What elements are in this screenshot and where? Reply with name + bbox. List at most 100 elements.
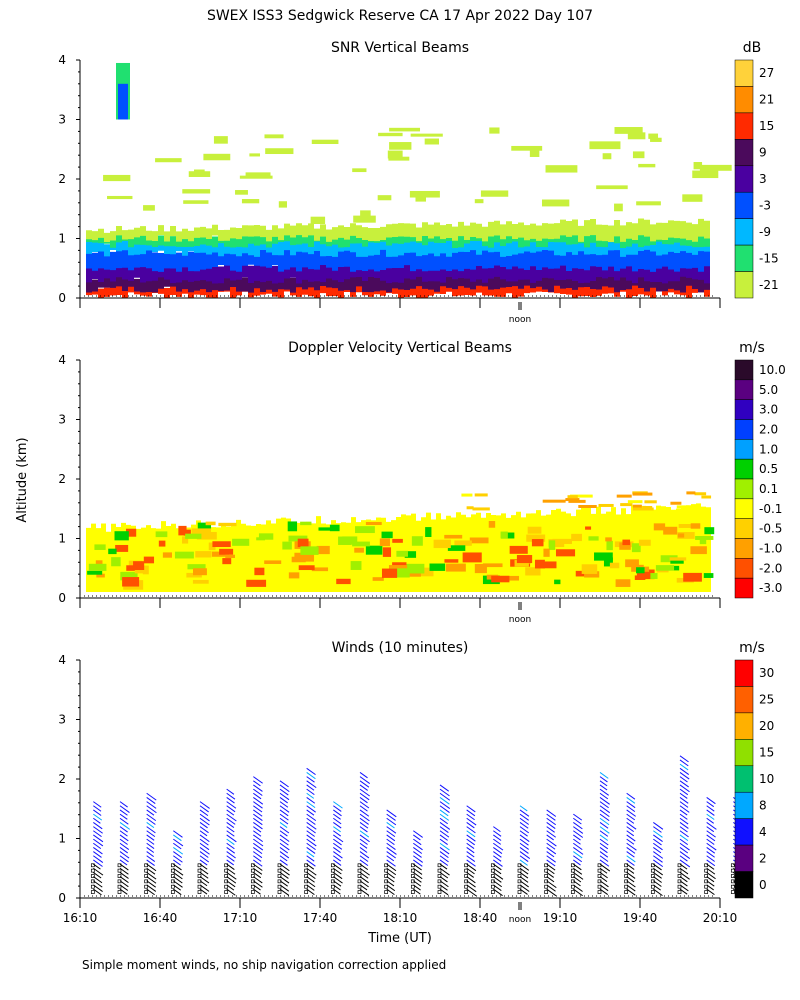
wind-barb bbox=[306, 838, 317, 847]
snr-fragment bbox=[699, 164, 732, 171]
wind-barb bbox=[546, 884, 556, 892]
doppler-patch bbox=[108, 548, 117, 555]
doppler-patch bbox=[316, 545, 330, 555]
doppler-patch bbox=[677, 533, 685, 538]
wind-barb bbox=[546, 847, 557, 855]
doppler-patch bbox=[133, 561, 145, 570]
colorbar-label: 30 bbox=[759, 666, 774, 680]
wind-marker bbox=[197, 874, 202, 878]
wind-barb bbox=[679, 809, 688, 816]
wind-barb bbox=[93, 859, 103, 867]
doppler-patch bbox=[196, 531, 217, 540]
wind-barb bbox=[439, 788, 450, 797]
wind-barb bbox=[679, 847, 689, 854]
colorbar-swatch bbox=[734, 518, 754, 539]
wind-marker bbox=[490, 868, 495, 873]
wind-barb bbox=[226, 830, 235, 837]
wind-marker bbox=[517, 884, 522, 889]
wind-marker bbox=[597, 863, 602, 868]
wind-barb bbox=[359, 855, 369, 862]
colorbar-swatch bbox=[734, 165, 754, 193]
wind-barb bbox=[359, 880, 369, 888]
wind-barb bbox=[706, 855, 715, 862]
wind-barb bbox=[146, 826, 156, 834]
wind-barb bbox=[119, 855, 129, 863]
wind-barb bbox=[93, 855, 104, 863]
wind-barb bbox=[626, 822, 637, 830]
doppler-patch bbox=[527, 526, 542, 534]
doppler-patch bbox=[636, 567, 645, 574]
wind-barb bbox=[466, 859, 476, 867]
doppler-patch bbox=[631, 543, 641, 553]
wind-barb bbox=[626, 888, 636, 896]
x-tick-label: 18:40 bbox=[463, 911, 498, 925]
wind-marker bbox=[197, 863, 202, 868]
wind-barb bbox=[279, 826, 290, 834]
wind-barb bbox=[386, 834, 396, 842]
doppler-patch bbox=[143, 556, 155, 564]
wind-barb bbox=[119, 872, 129, 879]
wind-barb bbox=[173, 863, 182, 871]
wind-marker bbox=[304, 884, 309, 889]
wind-barb bbox=[173, 872, 183, 880]
panel-title: Winds (10 minutes) bbox=[332, 640, 469, 656]
colorbar-swatch bbox=[734, 791, 754, 819]
wind-barb bbox=[599, 826, 610, 834]
wind-barb bbox=[546, 809, 557, 817]
doppler-patch bbox=[404, 551, 417, 558]
wind-barb bbox=[466, 876, 476, 884]
wind-barb bbox=[413, 838, 422, 846]
wind-barb bbox=[679, 763, 689, 771]
wind-barb bbox=[653, 867, 663, 876]
wind-barb bbox=[306, 855, 315, 862]
doppler-patch bbox=[461, 493, 473, 497]
wind-barb bbox=[146, 817, 156, 825]
wind-marker bbox=[357, 884, 362, 889]
wind-barb bbox=[173, 880, 183, 888]
wind-barb bbox=[599, 784, 608, 791]
wind-marker bbox=[357, 890, 362, 894]
wind-marker bbox=[410, 874, 415, 878]
doppler-patch bbox=[578, 504, 597, 508]
doppler-patch bbox=[404, 563, 425, 574]
doppler-patch bbox=[625, 559, 639, 568]
wind-barb bbox=[93, 817, 101, 824]
snr-fragment bbox=[415, 194, 427, 202]
wind-barb bbox=[493, 847, 503, 854]
wind-barb bbox=[306, 780, 317, 789]
wind-marker bbox=[624, 874, 629, 878]
wind-marker bbox=[677, 884, 682, 889]
wind-barb bbox=[439, 792, 451, 801]
doppler-patch bbox=[219, 548, 234, 555]
wind-barb bbox=[413, 842, 423, 851]
wind-barb bbox=[279, 805, 290, 813]
doppler-patch bbox=[185, 533, 202, 539]
wind-marker bbox=[704, 863, 709, 868]
snr-fragment bbox=[474, 199, 484, 204]
doppler-patch bbox=[445, 563, 466, 572]
wind-barb bbox=[386, 847, 397, 855]
wind-barb bbox=[599, 859, 610, 867]
doppler-patch bbox=[653, 523, 666, 531]
wind-barb bbox=[359, 776, 371, 784]
wind-barb bbox=[93, 813, 103, 821]
wind-barb bbox=[333, 822, 342, 829]
colorbar-label: -0.1 bbox=[759, 502, 782, 516]
snr-band bbox=[86, 218, 710, 243]
wind-marker bbox=[517, 874, 522, 878]
snr-fragment bbox=[278, 201, 287, 208]
panel-title: SNR Vertical Beams bbox=[331, 40, 469, 56]
snr-fragment bbox=[239, 175, 273, 179]
wind-barb bbox=[546, 851, 555, 858]
wind-barb bbox=[199, 884, 210, 892]
wind-marker bbox=[464, 879, 469, 884]
wind-barb bbox=[359, 834, 370, 843]
wind-barb bbox=[679, 826, 688, 833]
wind-barb bbox=[173, 851, 183, 859]
doppler-patch bbox=[187, 564, 206, 570]
wind-barb bbox=[306, 830, 315, 837]
doppler-patch bbox=[482, 563, 503, 568]
colorbar-unit: dB bbox=[743, 40, 762, 56]
wind-marker bbox=[437, 863, 442, 868]
wind-barb bbox=[306, 788, 315, 796]
